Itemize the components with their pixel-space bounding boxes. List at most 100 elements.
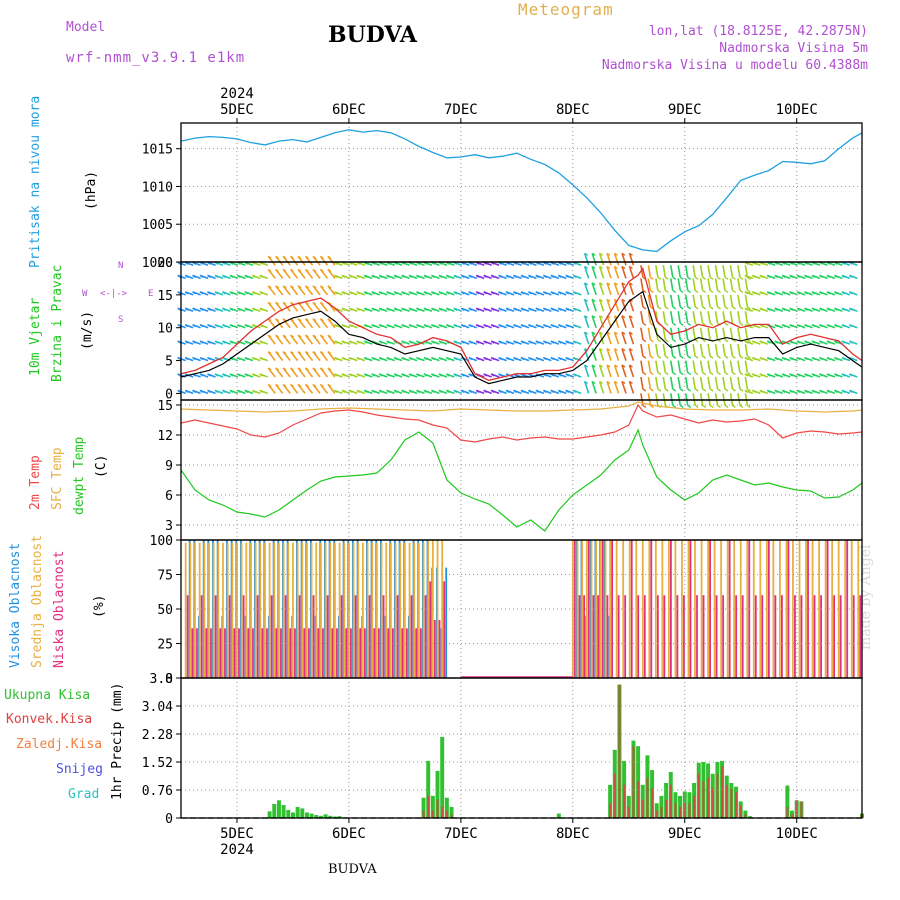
wind-gust-line <box>180 267 863 381</box>
wind-barb <box>669 265 674 278</box>
wind-barb-flag <box>438 389 443 394</box>
wind-barb-flag <box>267 255 272 259</box>
wind-barb <box>647 344 652 357</box>
precip-total-bar <box>286 809 291 818</box>
wind-barb <box>621 253 627 266</box>
wind-barb-flag <box>297 334 302 338</box>
wind-barb-flag <box>614 347 618 352</box>
wind-barb-flag <box>475 291 480 295</box>
wind-barb-flag <box>378 324 383 328</box>
y-tick-label: 1015 <box>142 143 173 158</box>
wind-barb-flag <box>774 340 779 344</box>
wind-barb-flag <box>520 389 525 394</box>
wind-barb <box>677 360 682 373</box>
wind-barb-flag <box>401 340 405 344</box>
wind-barb-flag <box>687 388 692 392</box>
wind-barb <box>621 348 627 361</box>
wind-barb-flag <box>614 380 618 385</box>
wind-barb-flag <box>819 274 823 279</box>
precip-conv-bar <box>436 799 439 818</box>
wind-barb-flag <box>192 389 196 394</box>
wind-barb-flag <box>408 324 413 328</box>
wind-barb-flag <box>687 355 692 359</box>
wind-barb-flag <box>483 340 488 344</box>
wind-barb-flag <box>834 324 838 328</box>
wind-barb-flag <box>759 307 764 311</box>
wind-barb-flag <box>348 373 353 377</box>
top-date-label: 5DEC <box>220 102 254 118</box>
wind-barb-flag <box>774 307 779 311</box>
wind-barb-flag <box>789 356 794 361</box>
precip-total-bar <box>430 795 435 818</box>
wind-barb-flag <box>672 371 677 376</box>
wind-barb <box>621 381 627 394</box>
wind-barb <box>621 315 627 328</box>
wind-barb-flag <box>664 339 669 343</box>
precip-total-bar <box>608 784 613 818</box>
wind-barb-flag <box>282 350 287 355</box>
wind-barb-flag <box>333 356 338 361</box>
wind-barb-flag <box>709 388 714 392</box>
precip-conv-bar <box>730 788 733 818</box>
wind-barb-flag <box>460 324 465 328</box>
wind-barb-flag <box>386 307 391 311</box>
wind-barb <box>692 294 696 307</box>
wind-barb-flag <box>229 324 234 328</box>
wind-barb <box>647 311 652 324</box>
wind-barb <box>591 253 597 266</box>
wind-barb-flag <box>766 373 771 377</box>
compass-south: S <box>118 315 124 325</box>
wind-barb-flag <box>789 291 794 295</box>
wind-barb <box>621 266 627 279</box>
wind-barb-flag <box>709 276 714 280</box>
wind-barb-flag <box>416 307 420 311</box>
wind-barb-flag <box>363 324 368 328</box>
wind-barb-flag <box>341 373 346 377</box>
wind-barb-flag <box>513 356 517 361</box>
wind-barb-flag <box>759 340 764 344</box>
wind-barb <box>722 311 726 324</box>
wind-barb-flag <box>184 291 189 295</box>
wind-barb-flag <box>599 298 603 302</box>
wind-barb-flag <box>804 307 808 311</box>
wind-barb-flag <box>259 274 264 279</box>
wind-barb-flag <box>297 383 302 388</box>
wind-barb-flag <box>679 388 684 392</box>
wind-barb-flag <box>251 274 256 279</box>
precip-total-bar <box>337 816 342 818</box>
wind-barb-flag <box>694 371 699 376</box>
wind-barb-flag <box>327 285 332 289</box>
wind-barb-flag <box>599 380 603 385</box>
y-tick-label: 50 <box>157 603 173 618</box>
wind-barb-flag <box>513 389 517 394</box>
top-date-label: 7DEC <box>444 102 478 118</box>
wind-barb <box>737 376 741 390</box>
wind-barb-flag <box>744 291 749 295</box>
wind-barb-flag <box>251 307 256 311</box>
wind-barb-flag <box>759 274 764 279</box>
wind-barb <box>662 376 667 390</box>
y-tick-label: 3.8 <box>150 672 173 687</box>
wind-barb-flag <box>401 324 405 328</box>
wind-barb-flag <box>184 340 189 344</box>
wind-barb-flag <box>423 307 428 311</box>
compass-east: E <box>148 289 154 299</box>
wind-barb-flag <box>393 389 398 394</box>
wind-barb-flag <box>199 307 204 311</box>
wind-barb-flag <box>199 389 204 394</box>
wind-barb <box>613 299 620 312</box>
wind-barb <box>714 294 719 307</box>
wind-speed-line <box>180 290 863 385</box>
wind-barb-flag <box>305 285 309 289</box>
wind-barb <box>729 327 734 340</box>
wind-barb <box>628 266 635 279</box>
wind-barb-flag <box>333 373 338 377</box>
wind-barb-flag <box>606 331 611 335</box>
wind-barb-flag <box>709 371 714 376</box>
precip-conv-bar <box>665 799 668 818</box>
wind-barb-flag <box>694 289 699 294</box>
wind-barb-flag <box>229 340 234 344</box>
wind-barb-flag <box>229 274 234 279</box>
wind-barb-flag <box>702 339 707 343</box>
compass-arrows: <-|-> <box>100 289 128 299</box>
